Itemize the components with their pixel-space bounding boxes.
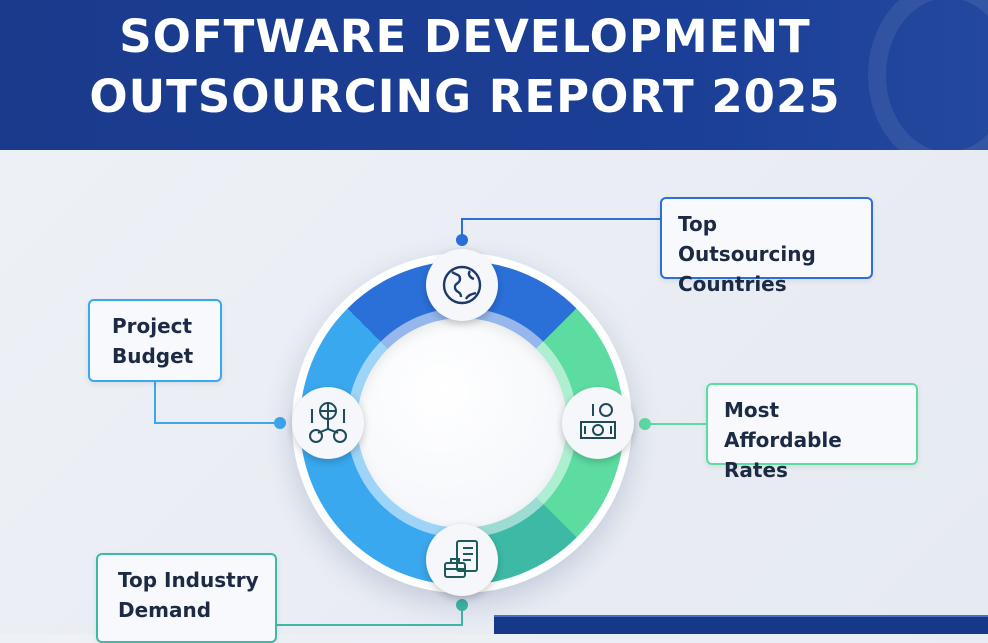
title-line-1: SOFTWARE DEVELOPMENT xyxy=(119,10,811,63)
globe-icon xyxy=(426,249,498,321)
node-top-outsourcing-countries: Top Outsourcing Countries xyxy=(660,197,873,296)
node-label-line2: Budget xyxy=(112,344,194,368)
connector-countries xyxy=(461,218,463,240)
ring-center xyxy=(357,318,567,528)
connector-industry-h xyxy=(276,624,463,626)
footer-bar xyxy=(494,615,988,634)
node-label-line1: Top Outsourcing xyxy=(678,212,816,266)
node-label-line2: Countries xyxy=(678,272,787,296)
node-top-industry-demand: Top Industry Demand xyxy=(96,553,277,643)
connector-rates xyxy=(645,423,707,425)
node-label-line1: Most Affordable xyxy=(724,398,842,452)
dot-industry xyxy=(456,599,468,611)
dot-rates xyxy=(639,418,651,430)
node-label-line2: Rates xyxy=(724,458,788,482)
header: SOFTWARE DEVELOPMENT OUTSOURCING REPORT … xyxy=(0,0,988,150)
node-most-affordable-rates: Most Affordable Rates xyxy=(706,383,918,482)
connector-budget-h xyxy=(154,422,280,424)
global-finance-icon xyxy=(292,387,364,459)
connector-countries-h xyxy=(461,218,661,220)
dot-countries xyxy=(456,234,468,246)
dot-budget xyxy=(274,417,286,429)
node-label-line1: Project xyxy=(112,314,193,338)
node-project-budget: Project Budget xyxy=(88,299,222,382)
node-label-line2: Demand xyxy=(118,598,212,622)
briefcase-document-icon xyxy=(426,524,498,596)
connector-budget xyxy=(154,380,156,424)
money-icon xyxy=(562,387,634,459)
connector-industry xyxy=(461,605,463,625)
title-line-2: OUTSOURCING REPORT 2025 xyxy=(89,70,841,123)
node-label-line1: Top Industry xyxy=(118,568,259,592)
